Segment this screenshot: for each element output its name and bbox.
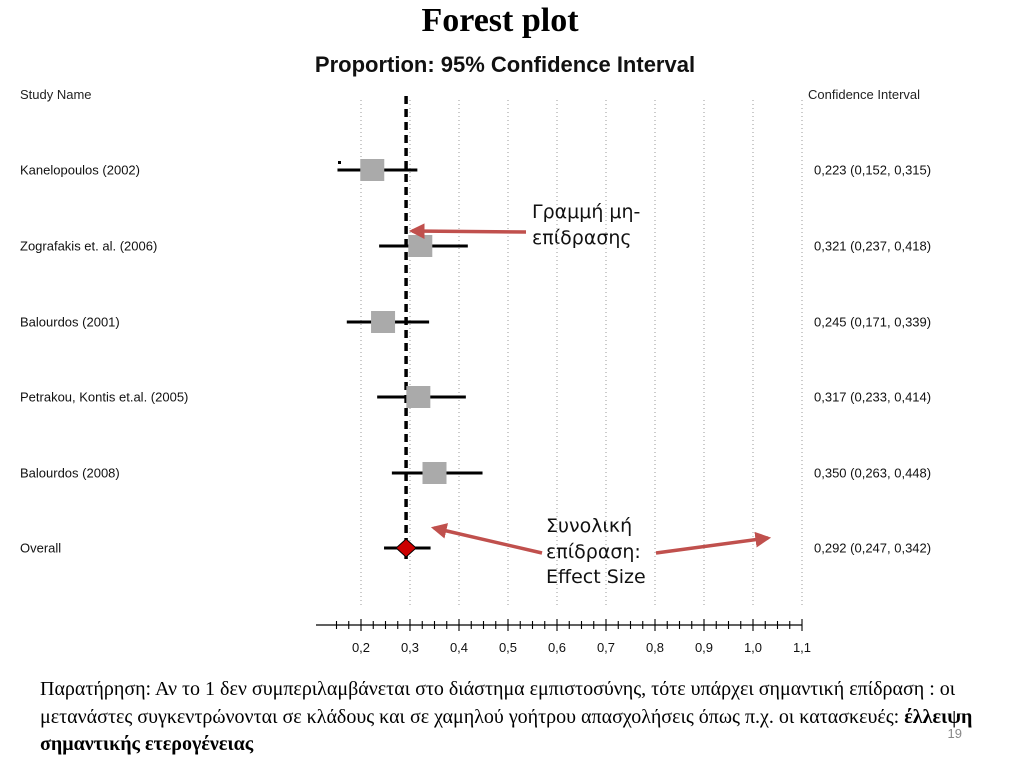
annotation-no-effect-line1: Γραμμή μη- — [532, 201, 641, 223]
annotation-overall-effect: Συνολική επίδραση: Effect Size — [546, 514, 646, 591]
tick-label: 0,7 — [597, 640, 615, 655]
annotation-no-effect-line2: επίδρασης — [532, 226, 632, 249]
note-paragraph: Παρατήρηση: Αν το 1 δεν συμπεριλαμβάνετα… — [40, 676, 1000, 759]
tick-label: 0,9 — [695, 640, 713, 655]
overall-name: Overall — [20, 540, 62, 556]
estimate-box — [408, 235, 433, 257]
ci-column-header: Confidence Interval — [808, 87, 921, 102]
annotation-overall-line3: Effect Size — [546, 566, 646, 589]
estimate-box — [371, 311, 396, 333]
arrow-overall-right — [655, 531, 772, 555]
annotation-overall-line2: επίδραση: — [546, 540, 641, 563]
study-name: Balourdos (2008) — [20, 465, 120, 481]
tick-label: 0,8 — [646, 640, 664, 655]
note-emphasis: έλλειψη σημαντικής ετερογένειας — [40, 705, 973, 756]
ci-value: 0,350 (0,263, 0,448) — [814, 465, 932, 481]
annotation-overall-line1: Συνολική — [546, 515, 633, 537]
tick-label: 0,5 — [499, 640, 517, 655]
arrow-no-effect — [408, 223, 527, 239]
study-name: Balourdos (2001) — [20, 314, 120, 330]
ci-value: 0,321 (0,237, 0,418) — [814, 238, 932, 254]
study-name: Zografakis et. al. (2006) — [20, 238, 158, 254]
tick-label: 0,3 — [401, 640, 419, 655]
ci-value: 0,223 (0,152, 0,315) — [814, 162, 932, 178]
note-text: Παρατήρηση: Αν το 1 δεν συμπεριλαμβάνετα… — [40, 678, 956, 728]
study-marks — [337, 159, 483, 558]
tick-label: 0,2 — [352, 640, 370, 655]
estimate-box — [406, 386, 431, 408]
tick-label: 0,6 — [548, 640, 566, 655]
arrow-overall-left — [430, 523, 543, 555]
estimate-box — [360, 159, 385, 181]
slide-title: Forest plot — [421, 2, 579, 39]
study-name: Petrakou, Kontis et.al. (2005) — [20, 389, 189, 405]
tick-label: 1,1 — [793, 640, 811, 655]
annotation-arrows — [408, 223, 772, 555]
study-name: Kanelopoulos (2002) — [20, 162, 140, 178]
overall-ci-value: 0,292 (0,247, 0,342) — [814, 540, 932, 556]
page-number: 19 — [947, 726, 962, 741]
ci-value: 0,245 (0,171, 0,339) — [814, 314, 932, 330]
estimate-box — [422, 462, 447, 484]
ci-value: 0,317 (0,233, 0,414) — [814, 389, 932, 405]
tick-label: 0,4 — [450, 640, 468, 655]
chart-title: Proportion: 95% Confidence Interval — [314, 52, 696, 77]
gridlines — [360, 100, 803, 608]
overall-diamond — [395, 538, 417, 558]
tick-label: 1,0 — [744, 640, 762, 655]
x-axis: 0,2 0,3 0,4 0,5 0,6 0,7 0,8 0,9 1,0 1,1 — [316, 619, 811, 655]
study-column-header: Study Name — [20, 87, 92, 102]
marker-dot — [338, 161, 341, 164]
annotation-no-effect: Γραμμή μη- επίδρασης — [532, 200, 640, 251]
